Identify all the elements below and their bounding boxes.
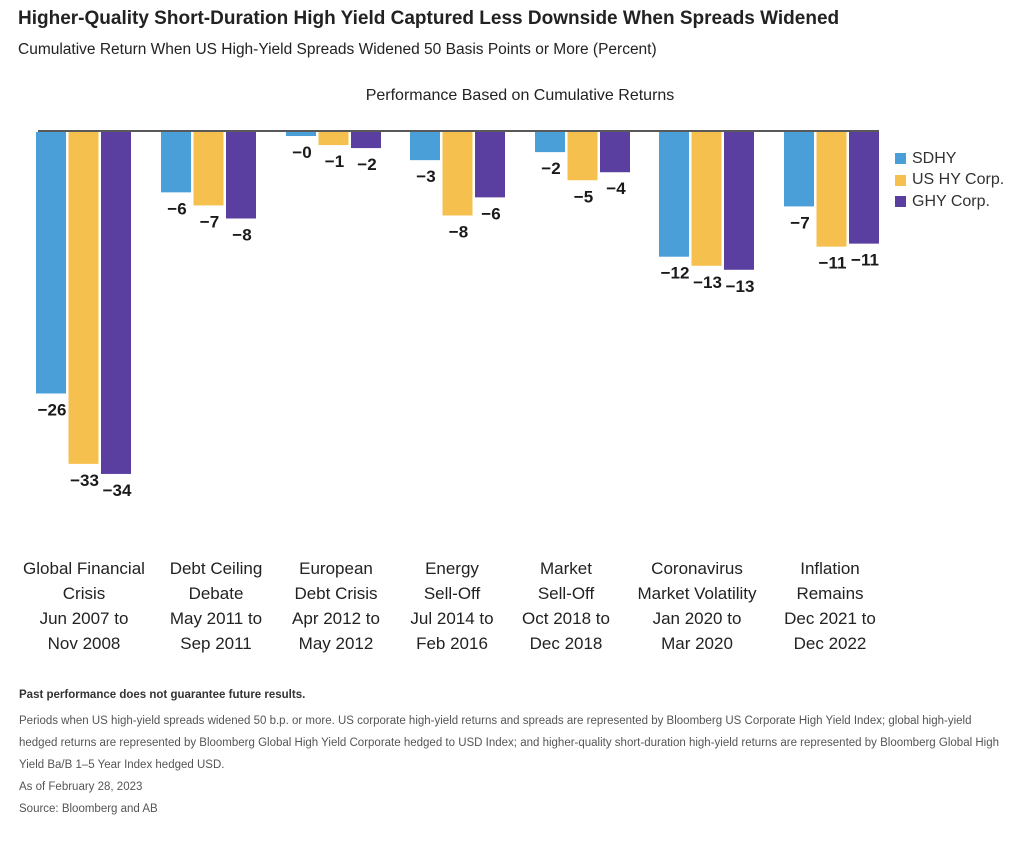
footnote-disclaimer: Past performance does not guarantee futu…: [19, 689, 306, 701]
page-title: Higher-Quality Short-Duration High Yield…: [18, 8, 840, 29]
chart-legend: SDHY US HY Corp. GHY Corp.: [895, 148, 1004, 213]
footnote-source: Source: Bloomberg and AB: [19, 803, 158, 815]
legend-item-sdhy: SDHY: [895, 148, 1004, 170]
bar-us-hy-corp-coronavirus: [691, 132, 722, 266]
category-label-market-sell-off: Market Sell-Off Oct 2018 to Dec 2018: [522, 559, 610, 653]
legend-label-sdhy: SDHY: [912, 149, 957, 167]
data-label-ghy-corp-global-financial-crisis: −34: [103, 481, 132, 500]
bar-ghy-corp-energy-sell-off: [475, 132, 505, 198]
bar-ghy-corp-inflation-remains: [849, 132, 879, 244]
footnotes: Past performance does not guarantee futu…: [19, 684, 1009, 820]
data-label-ghy-corp-debt-ceiling-debate: −8: [232, 225, 251, 244]
bar-sdhy-debt-ceiling-debate: [161, 132, 191, 193]
data-label-sdhy-market-sell-off: −2: [541, 159, 560, 178]
bar-ghy-corp-global-financial-crisis: [101, 132, 131, 474]
category-label-energy-sell-off: Energy Sell-Off Jul 2014 to Feb 2016: [410, 559, 494, 653]
footnote-periods: Periods when US high-yield spreads widen…: [19, 715, 999, 771]
data-label-us-hy-corp-coronavirus: −13: [693, 273, 722, 292]
legend-item-us-hy-corp: US HY Corp.: [895, 170, 1004, 192]
category-label-debt-ceiling-debate: Debt Ceiling Debate May 2011 to Sep 2011: [169, 559, 263, 653]
data-label-sdhy-coronavirus: −12: [661, 264, 690, 283]
bar-sdhy-global-financial-crisis: [36, 132, 66, 394]
data-label-us-hy-corp-market-sell-off: −5: [574, 187, 593, 206]
bar-sdhy-inflation-remains: [784, 132, 814, 207]
category-label-coronavirus: Coronavirus Market Volatility Jan 2020 t…: [637, 559, 757, 653]
data-label-us-hy-corp-inflation-remains: −11: [819, 254, 847, 273]
category-label-european-debt-crisis: European Debt Crisis Apr 2012 to May 201…: [292, 559, 380, 653]
data-label-us-hy-corp-global-financial-crisis: −33: [70, 471, 99, 490]
legend-label-ghy-corp: GHY Corp.: [912, 192, 990, 210]
chart-title: Performance Based on Cumulative Returns: [365, 87, 675, 104]
category-label-global-financial-crisis: Global Financial Crisis Jun 2007 to Nov …: [23, 559, 145, 653]
bar-sdhy-european-debt-crisis: [286, 132, 316, 137]
data-label-ghy-corp-european-debt-crisis: −2: [357, 155, 376, 174]
bar-sdhy-coronavirus: [659, 132, 689, 257]
data-label-sdhy-global-financial-crisis: −26: [38, 400, 67, 419]
bar-us-hy-corp-energy-sell-off: [442, 132, 473, 216]
data-label-sdhy-european-debt-crisis: −0: [292, 143, 311, 162]
data-label-ghy-corp-coronavirus: −13: [726, 277, 755, 296]
footnote-as-of: As of February 28, 2023: [19, 781, 143, 793]
category-label-inflation-remains: Inflation Remains Dec 2021 to Dec 2022: [784, 559, 876, 653]
data-label-sdhy-debt-ceiling-debate: −6: [167, 199, 186, 218]
bar-sdhy-energy-sell-off: [410, 132, 440, 161]
legend-label-us-hy-corp: US HY Corp.: [912, 171, 1005, 189]
bar-us-hy-corp-global-financial-crisis: [68, 132, 99, 464]
data-label-sdhy-energy-sell-off: −3: [416, 167, 435, 186]
bar-sdhy-market-sell-off: [535, 132, 565, 153]
legend-item-ghy-corp: GHY Corp.: [895, 191, 1004, 213]
bar-ghy-corp-coronavirus: [724, 132, 754, 270]
bar-ghy-corp-debt-ceiling-debate: [226, 132, 256, 219]
bar-us-hy-corp-market-sell-off: [567, 132, 598, 181]
bar-ghy-corp-market-sell-off: [600, 132, 630, 173]
legend-swatch-us-hy-corp: [895, 174, 906, 186]
page-subtitle: Cumulative Return When US High-Yield Spr…: [18, 41, 657, 58]
legend-swatch-ghy-corp: [895, 196, 906, 208]
data-label-us-hy-corp-european-debt-crisis: −1: [325, 152, 344, 171]
bar-us-hy-corp-debt-ceiling-debate: [193, 132, 224, 206]
bar-ghy-corp-european-debt-crisis: [351, 132, 381, 149]
data-label-sdhy-inflation-remains: −7: [790, 213, 809, 232]
data-label-ghy-corp-market-sell-off: −4: [606, 179, 626, 198]
data-label-ghy-corp-energy-sell-off: −6: [481, 204, 500, 223]
bar-us-hy-corp-inflation-remains: [816, 132, 847, 247]
data-label-ghy-corp-inflation-remains: −11: [851, 251, 879, 270]
bar-us-hy-corp-european-debt-crisis: [318, 132, 349, 146]
data-label-us-hy-corp-debt-ceiling-debate: −7: [200, 212, 219, 231]
legend-swatch-sdhy: [895, 153, 906, 165]
data-label-us-hy-corp-energy-sell-off: −8: [449, 222, 468, 241]
